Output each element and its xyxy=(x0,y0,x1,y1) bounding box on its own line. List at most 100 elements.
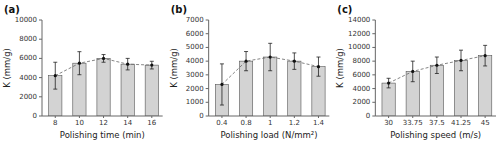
y-tick-label: 2000 xyxy=(186,85,204,93)
x-tick xyxy=(246,116,247,118)
y-tick-label: 1000 xyxy=(186,98,204,106)
error-bar-cap xyxy=(459,70,463,71)
x-tick xyxy=(221,116,222,118)
error-bar-cap xyxy=(411,61,415,62)
x-axis-line xyxy=(42,116,163,117)
y-tick-label: 6000 xyxy=(353,71,371,79)
x-tick-label: 1.2 xyxy=(289,119,300,127)
x-axis-label: Polishing time (min) xyxy=(60,130,145,140)
x-tick-label: 45 xyxy=(481,119,490,127)
error-bar-cap xyxy=(292,69,296,70)
x-tick xyxy=(127,116,128,118)
bar xyxy=(288,61,301,116)
panel: 010002000300040005000600070000.40.811.21… xyxy=(169,4,330,140)
x-tick xyxy=(318,116,319,118)
panel-label: (a) xyxy=(4,4,20,15)
dot xyxy=(269,55,272,58)
x-tick-label: 0.4 xyxy=(216,119,228,127)
x-tick-label: 0.8 xyxy=(241,119,252,127)
y-tick-label: 2000 xyxy=(19,93,37,101)
x-tick xyxy=(79,116,80,118)
y-tick-label: 0 xyxy=(366,112,370,120)
error-bar-cap xyxy=(77,51,81,52)
panel: 0200040006000800010000810121416Polishing… xyxy=(2,4,163,140)
y-tick-label: 12000 xyxy=(348,30,370,38)
error-bar xyxy=(316,57,320,76)
error-bar xyxy=(244,52,248,71)
error-bar xyxy=(53,62,57,89)
dot xyxy=(459,59,462,62)
x-tick-label: 14 xyxy=(123,119,132,127)
bar xyxy=(121,64,134,116)
x-tick xyxy=(388,116,389,118)
dot xyxy=(220,83,223,86)
y-tick-label: 0 xyxy=(33,112,37,120)
error-bar-cap xyxy=(435,73,439,74)
x-tick-label: 16 xyxy=(147,119,156,127)
error-bar xyxy=(483,45,487,66)
x-tick xyxy=(485,116,486,118)
y-tick-label: 5000 xyxy=(186,43,204,51)
y-axis-label: K (mm/g) xyxy=(169,48,179,88)
dot xyxy=(387,81,390,84)
error-bar xyxy=(435,57,439,73)
error-bar xyxy=(411,61,415,82)
error-bar-cap xyxy=(102,54,106,55)
error-bar xyxy=(126,58,130,70)
error-bar-cap xyxy=(53,62,57,63)
error-bar-cap xyxy=(150,61,154,62)
error-bar xyxy=(77,52,81,75)
error-bar-cap xyxy=(387,87,391,88)
y-tick-label: 8000 xyxy=(19,35,37,43)
x-tick-label: 33.75 xyxy=(403,119,423,127)
dot xyxy=(411,70,414,73)
error-bar-cap xyxy=(292,52,296,53)
error-bar-cap xyxy=(77,74,81,75)
y-axis-line xyxy=(208,20,209,116)
y-tick-label: 0 xyxy=(199,112,203,120)
x-tick-label: 30 xyxy=(384,119,393,127)
x-tick xyxy=(461,116,462,118)
error-bar-cap xyxy=(387,78,391,79)
y-tick-label: 10000 xyxy=(15,16,37,24)
x-tick xyxy=(294,116,295,118)
y-tick-label: 6000 xyxy=(19,54,37,62)
y-tick-label: 4000 xyxy=(19,74,37,82)
x-tick-label: 1 xyxy=(268,119,272,127)
error-bar-cap xyxy=(102,62,106,63)
x-tick-label: 8 xyxy=(53,119,57,127)
dot xyxy=(293,60,296,63)
error-bar xyxy=(102,55,106,63)
x-tick-label: 10 xyxy=(75,119,84,127)
error-bar-cap xyxy=(411,81,415,82)
plot-area xyxy=(49,52,159,116)
x-tick-label: 37.5 xyxy=(429,119,445,127)
panel-label: (b) xyxy=(171,4,187,15)
x-tick xyxy=(151,116,152,118)
error-bar-cap xyxy=(483,45,487,46)
error-bar-cap xyxy=(483,65,487,66)
error-bar-cap xyxy=(459,50,463,51)
x-tick-label: 1.4 xyxy=(313,119,325,127)
error-bar-cap xyxy=(126,58,130,59)
error-bar-cap xyxy=(53,89,57,90)
error-bar-cap xyxy=(220,63,224,64)
error-bar xyxy=(387,78,391,88)
y-tick-label: 6000 xyxy=(186,30,204,38)
x-axis-label: Polishing load (N/mm²) xyxy=(220,130,317,140)
x-tick-label: 41.25 xyxy=(451,119,471,127)
dot xyxy=(150,64,153,67)
dot xyxy=(244,60,247,63)
error-bar-cap xyxy=(268,43,272,44)
error-bar-cap xyxy=(316,76,320,77)
connecting-line xyxy=(389,56,486,83)
x-axis-label: Polishing speed (m/s) xyxy=(390,130,481,140)
dot xyxy=(78,62,81,65)
error-bar-cap xyxy=(150,68,154,69)
dot xyxy=(102,57,105,60)
dot xyxy=(317,65,320,68)
figure: 0200040006000800010000810121416Polishing… xyxy=(0,0,500,142)
x-axis-line xyxy=(375,116,496,117)
plot-area xyxy=(382,45,492,116)
y-axis-line xyxy=(42,20,43,116)
